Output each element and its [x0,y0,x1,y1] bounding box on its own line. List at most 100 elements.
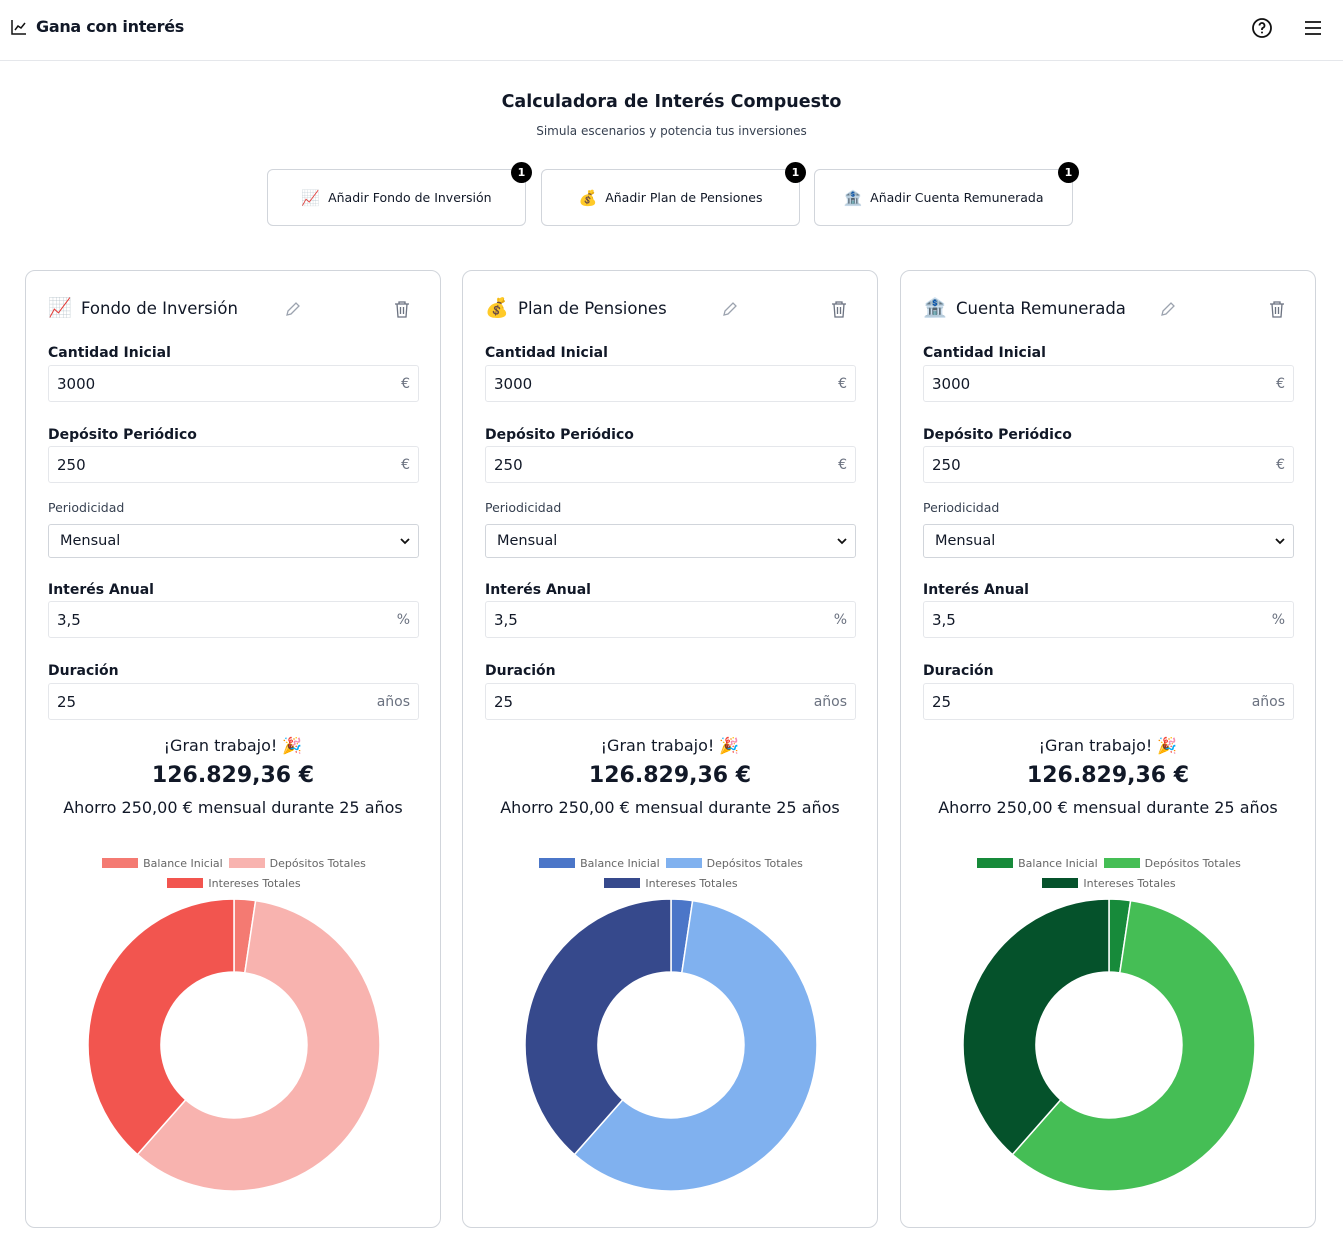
text-input[interactable]: 3,5% [485,601,856,638]
input-unit: € [1276,456,1285,473]
doughnut-slice[interactable] [1011,899,1256,1192]
field-label: Cantidad Inicial [485,345,608,361]
text-input[interactable]: 250 € [485,446,856,483]
add-button[interactable]: 🏦 Añadir Cuenta Remunerada [814,169,1073,226]
legend-label: Intereses Totales [645,876,738,890]
input-value: 250 [494,455,523,474]
input-value: 250 [932,455,961,474]
add-button[interactable]: 📈 Añadir Fondo de Inversión [267,169,526,226]
delete-icon [1270,301,1284,318]
text-input[interactable]: 3000 € [923,365,1294,402]
count-badge: 1 [511,162,532,183]
result-greeting: ¡Gran trabajo! 🎉 [163,736,303,755]
select-value: Mensual [497,533,558,549]
chevron-path [400,537,410,544]
select-input[interactable]: Mensual [485,524,856,558]
legend-item[interactable]: Depósitos Totales [1103,856,1241,870]
result-summary: Ahorro 250,00 € mensual durante 25 años [500,798,840,817]
add-button[interactable]: 💰 Añadir Plan de Pensiones [541,169,800,226]
delete-button[interactable] [394,300,410,318]
page-subtitle: Simula escenarios y potencia tus inversi… [536,124,807,138]
legend-item[interactable]: Depósitos Totales [228,856,366,870]
text-input[interactable]: 25 años [923,683,1294,720]
input-unit: € [401,456,410,473]
card-icon: 💰 [485,297,509,319]
text-input[interactable]: 3000 € [48,365,419,402]
legend-swatch [539,858,576,868]
doughnut-slice[interactable] [962,898,1110,1156]
result-greeting: ¡Gran trabajo! 🎉 [1038,736,1178,755]
text-input[interactable]: 3,5% [923,601,1294,638]
count-badge: 1 [1058,162,1079,183]
page-title: Calculadora de Interés Compuesto [501,92,842,112]
legend-item[interactable]: Intereses Totales [1042,876,1176,890]
edit-icon [723,302,737,316]
result-total: 126.829,36 € [151,763,315,788]
result-summary: Ahorro 250,00 € mensual durante 25 años [938,798,1278,817]
field-label: Duración [923,663,994,679]
legend-item[interactable]: Balance Inicial [977,856,1098,870]
button-label: Añadir Cuenta Remunerada [870,190,1044,205]
field-label: Depósito Periódico [923,427,1072,443]
legend-swatch [102,858,139,868]
text-input[interactable]: 250 € [923,446,1294,483]
select-input[interactable]: Mensual [923,524,1294,558]
field-label: Periodicidad [485,500,562,515]
legend-item[interactable]: Intereses Totales [167,876,301,890]
input-value: 3000 [57,374,96,393]
chevron-path [1275,537,1285,544]
button-icon: 🏦 [843,188,863,207]
legend-swatch [1103,858,1140,868]
chevron-path [837,537,847,544]
legend-item[interactable]: Intereses Totales [604,876,738,890]
doughnut-slice[interactable] [136,899,381,1192]
result-total: 126.829,36 € [1026,763,1190,788]
text-input[interactable]: 250 € [48,446,419,483]
select-input[interactable]: Mensual [48,524,419,558]
input-unit: € [401,375,410,392]
doughnut-chart [962,898,1256,1192]
card-icon: 📈 [48,297,72,319]
input-value: 3,5 [932,610,956,629]
input-value: 25 [57,692,77,711]
doughnut-slice[interactable] [573,899,818,1192]
text-input[interactable]: 25 años [48,683,419,720]
text-input[interactable]: 3,5% [48,601,419,638]
legend-label: Depósitos Totales [269,856,366,870]
field-label: Periodicidad [923,500,1000,515]
edit-button[interactable] [285,301,301,317]
input-unit: € [838,456,847,473]
delete-button[interactable] [831,300,847,318]
chart-legend: Balance Inicial Depósitos Totales Interese… [971,856,1247,890]
result-total: 126.829,36 € [588,763,752,788]
delete-button[interactable] [1269,300,1285,318]
scenario-card: 📈 Fondo de Inversión Cantidad Inicial 3000 €… [25,270,441,1228]
button-icon: 📈 [301,188,321,207]
input-unit: € [1276,375,1285,392]
legend-item[interactable]: Balance Inicial [539,856,660,870]
legend-label: Balance Inicial [1018,856,1098,870]
card-icon: 🏦 [923,297,947,319]
app-title[interactable]: Gana con interés [36,17,184,36]
text-input[interactable]: 25 años [485,683,856,720]
button-label: Añadir Plan de Pensiones [605,190,763,205]
input-value: 3,5 [57,610,81,629]
text-input[interactable]: 3000 € [485,365,856,402]
legend-swatch [1042,878,1079,888]
legend-label: Balance Inicial [143,856,223,870]
select-value: Mensual [935,533,996,549]
legend-swatch [977,858,1014,868]
select-value: Mensual [60,533,121,549]
card-title: Fondo de Inversión [81,299,238,318]
help-button[interactable] [1251,17,1273,39]
legend-item[interactable]: Balance Inicial [102,856,223,870]
legend-label: Intereses Totales [208,876,301,890]
scenario-card: 💰 Plan de Pensiones Cantidad Inicial 3000 € D… [462,270,878,1228]
edit-button[interactable] [1160,301,1176,317]
scenario-card: 🏦 Cuenta Remunerada Cantidad Inicial 3000 € D… [900,270,1316,1228]
doughnut-slice[interactable] [87,898,235,1156]
menu-button[interactable] [1303,19,1323,37]
legend-item[interactable]: Depósitos Totales [665,856,803,870]
doughnut-slice[interactable] [524,898,672,1156]
edit-button[interactable] [722,301,738,317]
